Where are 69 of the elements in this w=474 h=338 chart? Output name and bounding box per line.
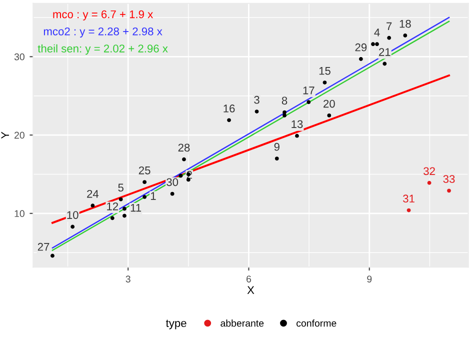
- point: [375, 42, 379, 46]
- point: [254, 110, 259, 114]
- text: mco2 : y = 2.28 + 2.98 x: [44, 27, 162, 38]
- text: theil sen: y = 2.02 + 2.96 x: [38, 44, 168, 55]
- point: [118, 197, 123, 202]
- legend-title: type: [166, 320, 186, 330]
- annotation: 1: [150, 192, 156, 200]
- annotation: 13: [292, 120, 303, 128]
- annotation: 17: [303, 86, 314, 94]
- x-axis-title: X: [247, 286, 254, 294]
- text: mco : y = 6.7 + 1.9 x: [53, 10, 154, 20]
- annotation: 8: [282, 96, 288, 105]
- point: [70, 224, 75, 229]
- annotation: 25: [138, 166, 150, 174]
- point: [406, 208, 411, 212]
- legend-label: conforme: [296, 320, 336, 327]
- point: [227, 118, 231, 122]
- point: [170, 192, 174, 196]
- point: [427, 180, 432, 185]
- point: [322, 80, 327, 84]
- point: [447, 188, 451, 193]
- point: [282, 113, 286, 118]
- annotation: 9: [274, 142, 280, 151]
- point: [178, 174, 183, 178]
- x-tick-label: 9: [367, 276, 372, 282]
- point: [358, 57, 363, 61]
- annotation: 27: [38, 242, 50, 251]
- annotation: 28: [178, 144, 190, 152]
- x-tick-label: 3: [126, 276, 130, 282]
- point: [122, 206, 126, 211]
- point: [90, 204, 95, 208]
- point: [142, 180, 147, 184]
- annotation: 18: [400, 20, 411, 28]
- point: [382, 62, 387, 66]
- y-tick-label: 10: [14, 210, 24, 218]
- annotation: 11: [130, 204, 142, 212]
- y-axis-title: Y: [1, 132, 9, 139]
- point: [403, 34, 408, 38]
- point: [274, 156, 279, 161]
- point: [327, 113, 332, 118]
- annotation: 33: [443, 175, 455, 183]
- legend-label: abberante: [220, 320, 264, 327]
- point: [371, 42, 375, 46]
- annotation: 20: [324, 100, 335, 108]
- annotation: 12: [107, 202, 118, 210]
- annotation: 16: [224, 104, 235, 112]
- point: [182, 157, 186, 162]
- point: [110, 216, 114, 220]
- point: [122, 214, 126, 218]
- point: [306, 100, 311, 104]
- annotation: 15: [319, 67, 330, 75]
- annotation: 7: [386, 22, 392, 30]
- x-tick-label: 6: [246, 276, 252, 282]
- point: [387, 36, 392, 40]
- y-tick-label: 20: [14, 132, 24, 139]
- annotation: 5: [118, 184, 124, 192]
- point: [295, 134, 299, 138]
- annotation: 32: [424, 167, 435, 176]
- annotation: 24: [87, 190, 99, 198]
- annotation: 21: [379, 48, 390, 56]
- annotation: 4: [374, 28, 380, 36]
- point: [50, 254, 54, 258]
- annotation: 3: [254, 96, 260, 104]
- annotation: 30: [166, 178, 178, 186]
- annotation: 10: [67, 211, 78, 219]
- y-tick-label: 30: [14, 53, 24, 60]
- annotation: 29: [355, 43, 367, 52]
- annotation: 31: [403, 194, 414, 203]
- point: [142, 194, 147, 199]
